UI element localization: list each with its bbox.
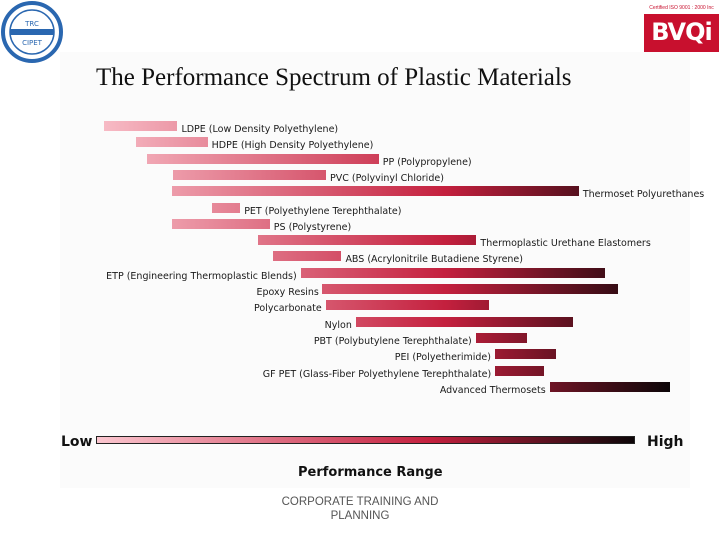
material-bar: [326, 300, 489, 311]
material-bar: [494, 349, 557, 360]
axis-title: Performance Range: [298, 465, 443, 480]
material-label: PEI (Polyetherimide): [394, 352, 491, 364]
material-bar: [322, 284, 619, 294]
material-bar: [475, 332, 528, 343]
material-label: Polycarbonate: [254, 303, 322, 315]
material-label: PVC (Polyvinyl Chloride): [330, 172, 444, 184]
axis-low-label: Low: [61, 434, 93, 450]
svg-text:TRC: TRC: [24, 20, 39, 28]
material-bar: [211, 202, 241, 213]
material-bar: [172, 218, 270, 229]
material-label: Epoxy Resins: [256, 287, 319, 298]
material-label: ABS (Acrylonitrile Butadiene Styrene): [345, 254, 523, 266]
material-label: PBT (Polybutylene Terephthalate): [313, 335, 472, 347]
material-bar: [173, 169, 327, 180]
material-bar: [172, 186, 579, 197]
bvqi-certification-logo: Certified ISO 9001 : 2000 Inc BVQi: [644, 2, 719, 52]
material-bar: [147, 153, 379, 164]
material-bar: [136, 137, 208, 148]
material-label: Thermoplastic Urethane Elastomers: [480, 238, 651, 250]
bvqi-brand: BVQi: [651, 18, 713, 46]
material-label: PET (Polyethylene Terephthalate): [244, 205, 402, 217]
material-label: GF PET (Glass-Fiber Polyethylene Terepht…: [262, 368, 492, 380]
material-label: PP (Polypropylene): [382, 156, 472, 168]
footer-text: CORPORATE TRAINING AND PLANNING: [281, 496, 439, 522]
material-label: Thermoset Polyurethanes: [582, 189, 705, 201]
material-bar: [273, 251, 342, 262]
material-label: Advanced Thermosets: [439, 384, 546, 396]
cipet-logo: TRC CIPET: [1, 1, 63, 63]
material-label: LDPE (Low Density Polyethylene): [181, 124, 339, 135]
material-label: PS (Polystyrene): [273, 221, 352, 233]
performance-scale-bar: [96, 436, 635, 444]
certification-text: Certified ISO 9001 : 2000 Inc: [644, 2, 719, 14]
svg-text:CIPET: CIPET: [22, 39, 43, 47]
material-label: Nylon: [324, 319, 352, 331]
material-bar: [301, 267, 606, 278]
material-bar: [355, 316, 573, 327]
material-bar: [257, 235, 477, 246]
material-bar: [549, 381, 670, 392]
material-label: ETP (Engineering Thermoplastic Blends): [106, 270, 297, 282]
slide-title: The Performance Spectrum of Plastic Mate…: [96, 64, 572, 91]
axis-high-label: High: [647, 434, 684, 450]
material-bar: [104, 121, 178, 131]
material-bar: [494, 365, 544, 376]
material-label: HDPE (High Density Polyethylene): [211, 140, 374, 152]
